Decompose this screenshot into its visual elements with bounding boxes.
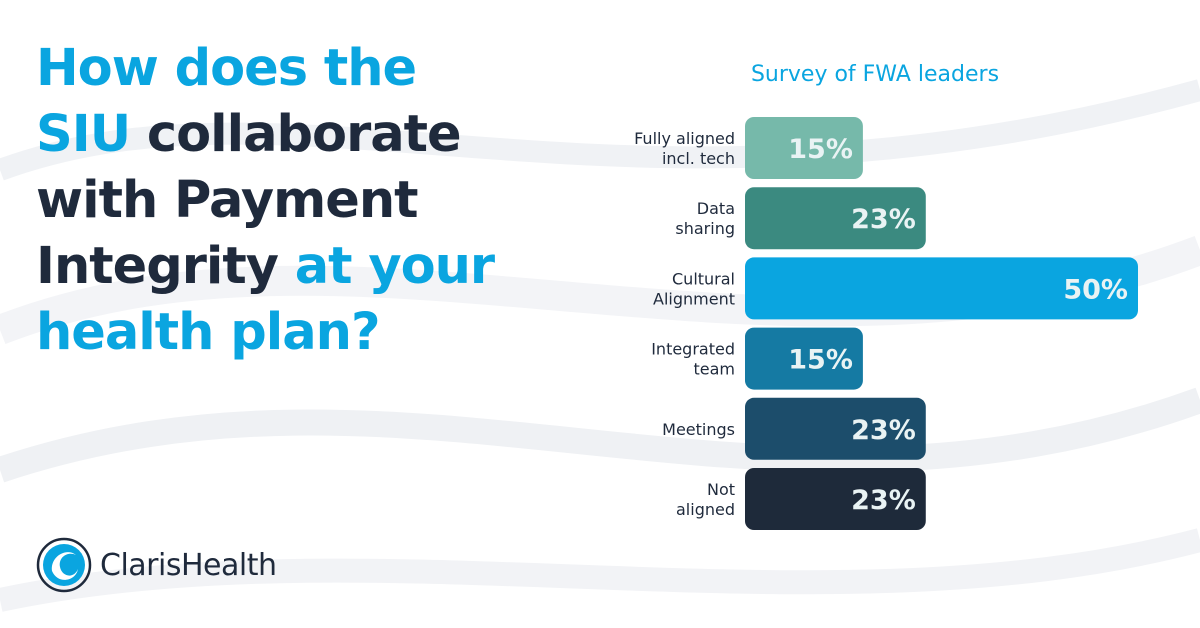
headline-segment: SIU — [36, 105, 131, 164]
category-label: Meetings — [662, 420, 735, 439]
bar — [745, 327, 863, 390]
bar — [745, 187, 926, 250]
category-label-line: team — [693, 360, 735, 379]
headline: How does the SIU collaborate with Paymen… — [36, 36, 596, 366]
headline-line-3: with Payment — [36, 168, 596, 234]
headline-segment: How does the — [36, 39, 417, 98]
category-label-line: Integrated — [651, 340, 735, 359]
chart-title: Survey of FWA leaders — [750, 62, 1000, 87]
category-label: Fully aligned incl. tech — [634, 129, 735, 168]
headline-segment: with Payment — [36, 171, 419, 230]
headline-line-2: SIU collaborate — [36, 102, 596, 168]
headline-segment: collaborate — [130, 105, 462, 164]
category-label: Data sharing — [675, 199, 735, 238]
bar-value-label: 50% — [1063, 274, 1128, 305]
bar-value-label: 23% — [851, 485, 916, 516]
category-label: Not aligned — [676, 480, 735, 519]
bar — [745, 257, 1138, 320]
bar — [745, 468, 926, 530]
category-label-line: Cultural — [672, 269, 735, 288]
claris-health-logo: ClarisHealth — [36, 536, 277, 594]
category-label-line: Fully aligned — [634, 129, 735, 148]
headline-line-4: Integrity at your — [36, 234, 596, 300]
logo-text: ClarisHealth — [100, 547, 277, 583]
headline-line-1: How does the — [36, 36, 596, 102]
claris-swirl-icon — [36, 537, 92, 593]
category-label: Integrated team — [651, 340, 735, 379]
bar-value-label: 23% — [851, 415, 916, 446]
category-label-line: Meetings — [662, 420, 735, 439]
category-label-line: Not — [707, 480, 735, 499]
headline-segment: at your — [278, 237, 495, 296]
category-label-line: Data — [697, 199, 735, 218]
category-label-line: Alignment — [653, 289, 735, 308]
bar-value-label: 15% — [788, 134, 853, 165]
headline-line-5: health plan? — [36, 300, 596, 366]
category-label: Cultural Alignment — [653, 269, 735, 308]
headline-segment: health plan? — [36, 303, 381, 362]
bar — [745, 397, 926, 460]
category-label-line: sharing — [675, 219, 735, 238]
category-label-line: aligned — [676, 500, 735, 519]
category-label-line: incl. tech — [662, 149, 735, 168]
bar-value-label: 15% — [788, 345, 853, 376]
bar-value-label: 23% — [851, 204, 916, 235]
headline-segment: Integrity — [36, 237, 279, 296]
bar — [745, 117, 863, 179]
